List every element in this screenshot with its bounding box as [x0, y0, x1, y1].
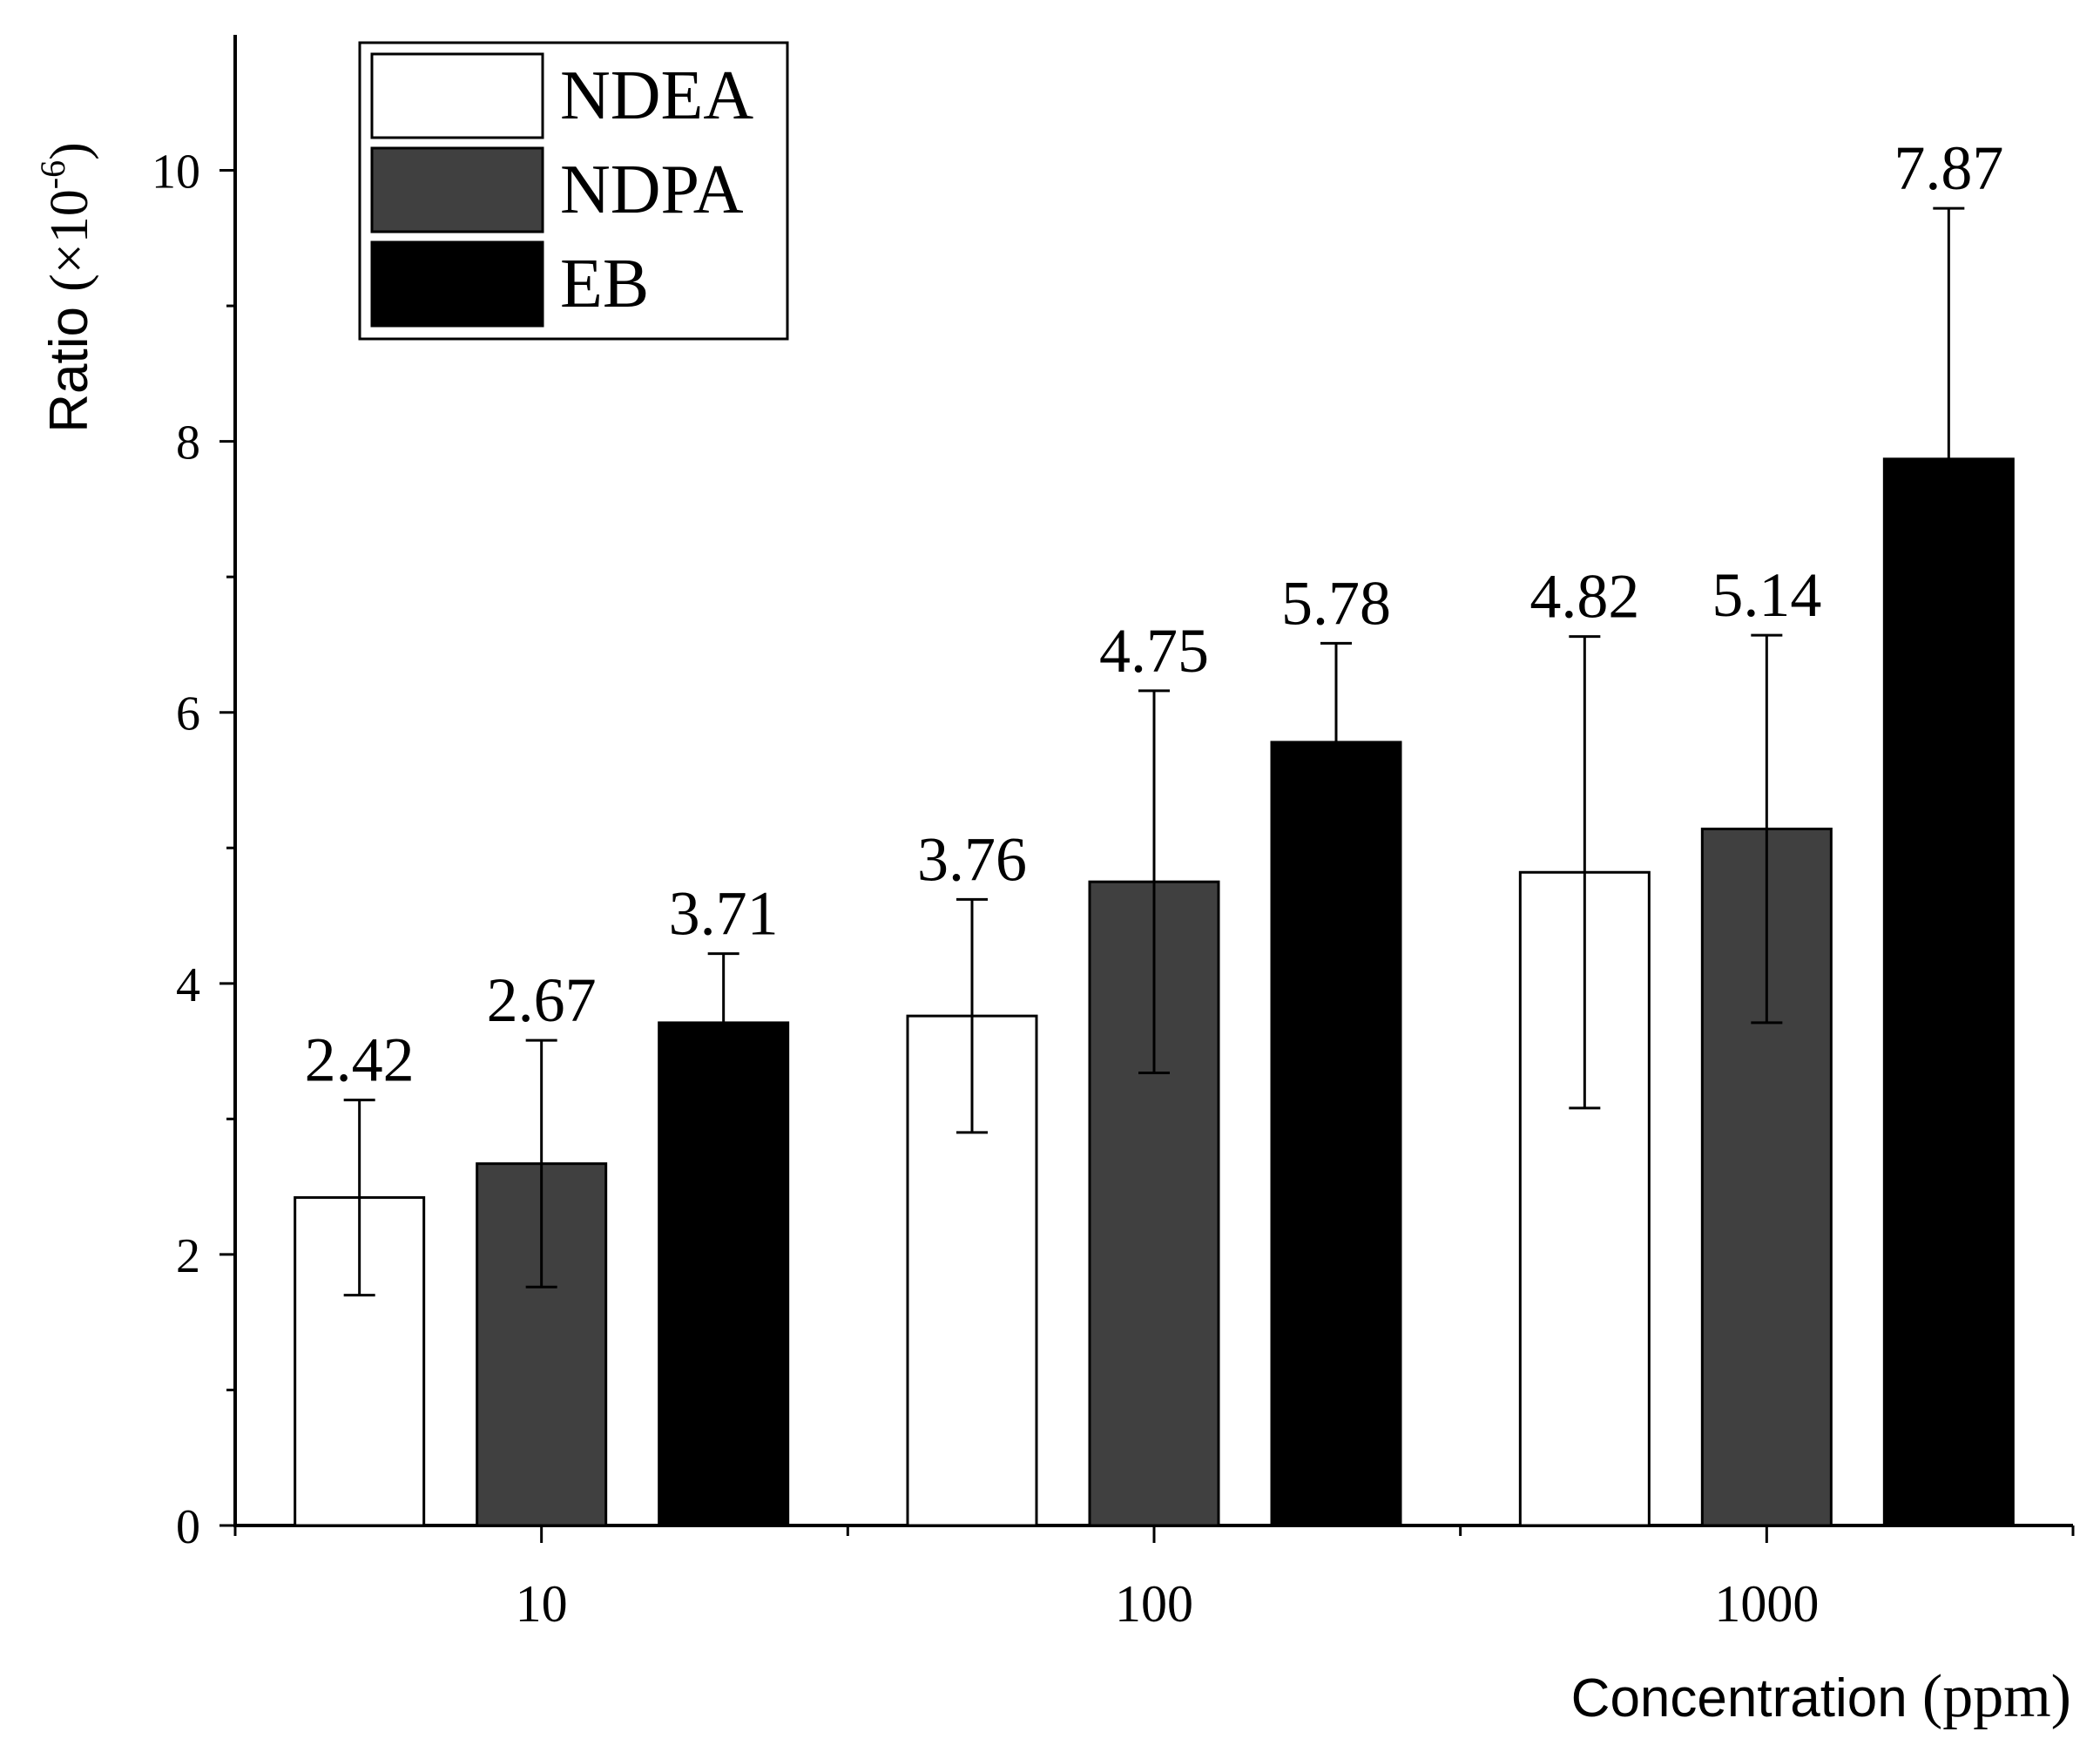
- bar-eb: [658, 1021, 790, 1527]
- legend-swatch-ndpa: [370, 146, 544, 233]
- y-tick-label: 0: [176, 1500, 200, 1554]
- legend-label: NDPA: [560, 152, 744, 228]
- data-label: 7.87: [1894, 133, 2003, 203]
- data-label: 2.67: [487, 965, 597, 1035]
- y-axis-label: Ratio (×10-6): [33, 142, 99, 433]
- x-ticks: 10 100 1000: [233, 1525, 2075, 1633]
- bar-ndpa: [476, 1162, 608, 1527]
- bar-ndpa: [1088, 880, 1220, 1527]
- x-tick-label: 1000: [1714, 1575, 1819, 1633]
- x-tick-label: 10: [516, 1575, 568, 1633]
- data-label: 4.75: [1099, 616, 1209, 686]
- bar-eb: [1270, 741, 1402, 1527]
- y-tick-label: 6: [176, 687, 200, 741]
- data-label: 3.71: [669, 879, 779, 949]
- y-ticks: 0 2 4 6 8 10: [152, 145, 235, 1554]
- y-tick-label: 8: [176, 416, 200, 470]
- legend-swatch-ndea: [370, 52, 544, 139]
- data-labels: 2.42 3.76 4.82 2.67 4.75 5.14 3.71 5.78 7.87: [305, 133, 2004, 1094]
- data-label: 5.14: [1712, 560, 1821, 630]
- data-label: 4.82: [1529, 562, 1639, 632]
- y-tick-label: 4: [176, 958, 200, 1012]
- y-tick-label: 2: [176, 1229, 200, 1283]
- x-tick-label: 100: [1115, 1575, 1193, 1633]
- legend-label: EB: [560, 246, 649, 322]
- data-label: 5.78: [1281, 568, 1391, 638]
- bars: [294, 457, 2015, 1527]
- data-label: 2.42: [305, 1025, 415, 1095]
- y-tick-label: 10: [152, 145, 200, 200]
- data-label: 3.76: [917, 824, 1027, 894]
- legend-label: NDEA: [560, 57, 753, 134]
- legend-swatch-eb: [370, 240, 544, 328]
- x-axis-label: Concentration (ppm): [1571, 1663, 2071, 1730]
- legend: NDEA NDPA EB: [358, 41, 789, 341]
- error-bars: [343, 206, 1965, 1297]
